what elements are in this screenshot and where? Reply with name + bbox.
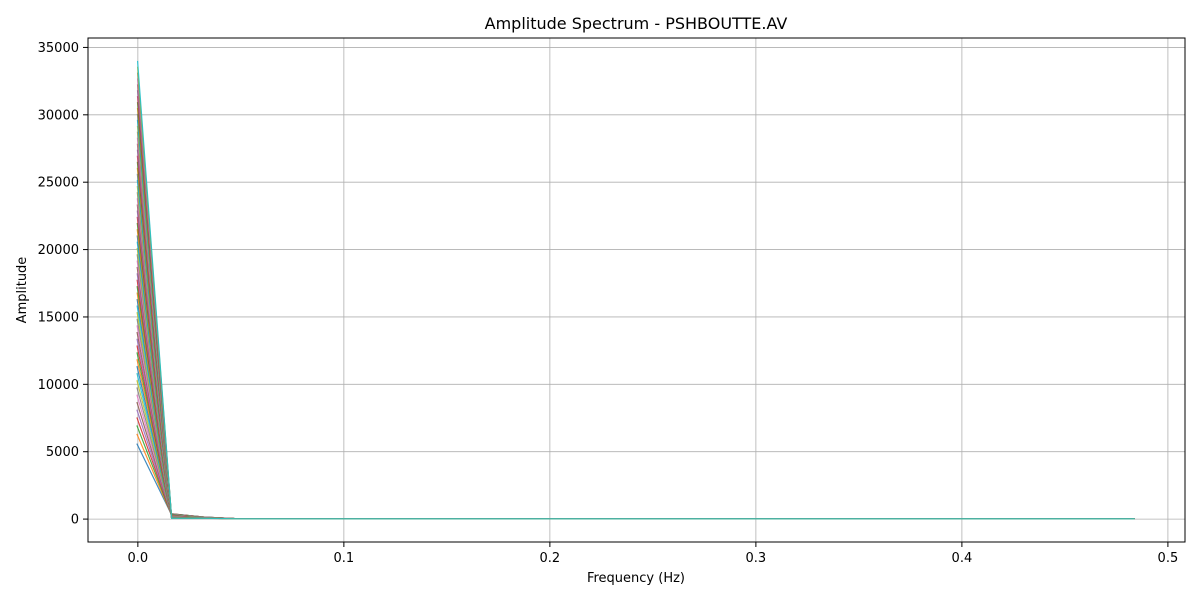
spectrum-trace-line bbox=[136, 312, 1135, 520]
spectrum-trace-line bbox=[136, 373, 1135, 520]
axes: 0.0 0.1 0.2 0.3 0.4 0.5 0 5000 10000 15000 20000 25… bbox=[38, 37, 1186, 566]
grid bbox=[88, 38, 1185, 542]
spectrum-trace-line bbox=[136, 107, 1135, 520]
spectrum-trace-line bbox=[136, 179, 1135, 520]
spectrum-trace-line bbox=[136, 359, 1135, 520]
spectrum-trace-line bbox=[136, 241, 1135, 520]
y-tick-label: 25000 bbox=[38, 176, 79, 191]
y-tick-label: 10000 bbox=[38, 378, 79, 393]
spectrum-trace-line bbox=[136, 409, 1135, 520]
spectrum-trace-line bbox=[136, 78, 1135, 520]
spectrum-trace-line bbox=[136, 192, 1135, 520]
spectrum-trace-line bbox=[136, 443, 1135, 520]
x-tick-label: 0.2 bbox=[540, 551, 561, 566]
spectrum-trace-line bbox=[136, 235, 1135, 520]
y-tick-label: 15000 bbox=[38, 310, 79, 325]
spectrum-trace-line bbox=[136, 273, 1135, 520]
axes-frame bbox=[87, 37, 1186, 543]
x-axis-label: Frequency (Hz) bbox=[587, 571, 685, 586]
spectrum-trace-line bbox=[136, 387, 1135, 520]
spectrum-trace-line bbox=[136, 204, 1135, 520]
spectrum-trace-line bbox=[136, 216, 1135, 520]
x-tick-label: 0.3 bbox=[746, 551, 767, 566]
spectrum-trace-line bbox=[136, 401, 1135, 520]
spectrum-trace-line bbox=[136, 366, 1135, 520]
spectrum-trace-line bbox=[136, 198, 1135, 520]
spectrum-trace-line bbox=[136, 113, 1135, 520]
spectrum-trace-line bbox=[136, 131, 1135, 520]
spectrum-trace-line bbox=[136, 279, 1135, 520]
spectrum-trace-line bbox=[136, 254, 1135, 520]
spectrum-trace-line bbox=[136, 137, 1135, 520]
y-axis-label: Amplitude bbox=[15, 257, 30, 324]
spectrum-trace-line bbox=[136, 345, 1135, 520]
spectrum-trace-line bbox=[136, 119, 1135, 520]
spectrum-trace-line bbox=[136, 84, 1135, 520]
spectrum-trace-line bbox=[136, 394, 1135, 520]
spectrum-trace-line bbox=[136, 210, 1135, 520]
spectrum-trace-line bbox=[136, 298, 1135, 520]
spectrum-trace-line bbox=[136, 380, 1135, 520]
spectrum-trace-line bbox=[136, 149, 1135, 520]
spectrum-trace-line bbox=[136, 90, 1135, 520]
chart-title: Amplitude Spectrum - PSHBOUTTE.AV bbox=[485, 14, 788, 33]
spectrum-trace-line bbox=[136, 96, 1135, 520]
plot-area bbox=[136, 60, 1135, 520]
y-tick-label: 20000 bbox=[38, 243, 79, 258]
spectrum-trace-line bbox=[136, 229, 1135, 520]
spectrum-trace-line bbox=[136, 266, 1135, 520]
spectrum-trace-line bbox=[136, 260, 1135, 520]
spectrum-trace-line bbox=[136, 417, 1135, 520]
spectrum-trace-line bbox=[136, 247, 1135, 520]
spectrum-trace-line bbox=[136, 425, 1135, 520]
spectrum-trace-line bbox=[136, 101, 1135, 520]
spectrum-trace-line bbox=[136, 318, 1135, 520]
spectrum-trace-line bbox=[136, 125, 1135, 520]
x-tick-label: 0.5 bbox=[1158, 551, 1179, 566]
spectrum-trace-line bbox=[136, 433, 1135, 520]
spectrum-trace-line bbox=[136, 292, 1135, 520]
spectrum-trace-line bbox=[136, 173, 1135, 520]
spectrum-trace-line bbox=[136, 286, 1135, 520]
spectrum-trace-line bbox=[136, 305, 1135, 520]
spectrum-trace-line bbox=[136, 222, 1135, 520]
spectrum-trace-line bbox=[136, 331, 1135, 520]
y-tick-label: 5000 bbox=[46, 445, 79, 460]
y-tick-label: 35000 bbox=[38, 41, 79, 56]
x-tick-label: 0.0 bbox=[128, 551, 149, 566]
spectrum-trace-line bbox=[136, 60, 1135, 520]
spectrum-trace-line bbox=[136, 325, 1135, 520]
spectrum-trace-line bbox=[136, 161, 1135, 520]
spectrum-trace-line bbox=[136, 167, 1135, 520]
spectrum-trace-line bbox=[136, 143, 1135, 520]
spectrum-trace-line bbox=[136, 338, 1135, 520]
y-tick-label: 0 bbox=[71, 513, 79, 528]
spectrum-trace-line bbox=[136, 352, 1135, 520]
x-tick-label: 0.4 bbox=[952, 551, 973, 566]
spectrum-trace-line bbox=[136, 185, 1135, 520]
spectrum-trace-line bbox=[136, 66, 1135, 520]
x-tick-label: 0.1 bbox=[334, 551, 355, 566]
y-tick-label: 30000 bbox=[38, 108, 79, 123]
spectrum-trace-line bbox=[136, 155, 1135, 520]
